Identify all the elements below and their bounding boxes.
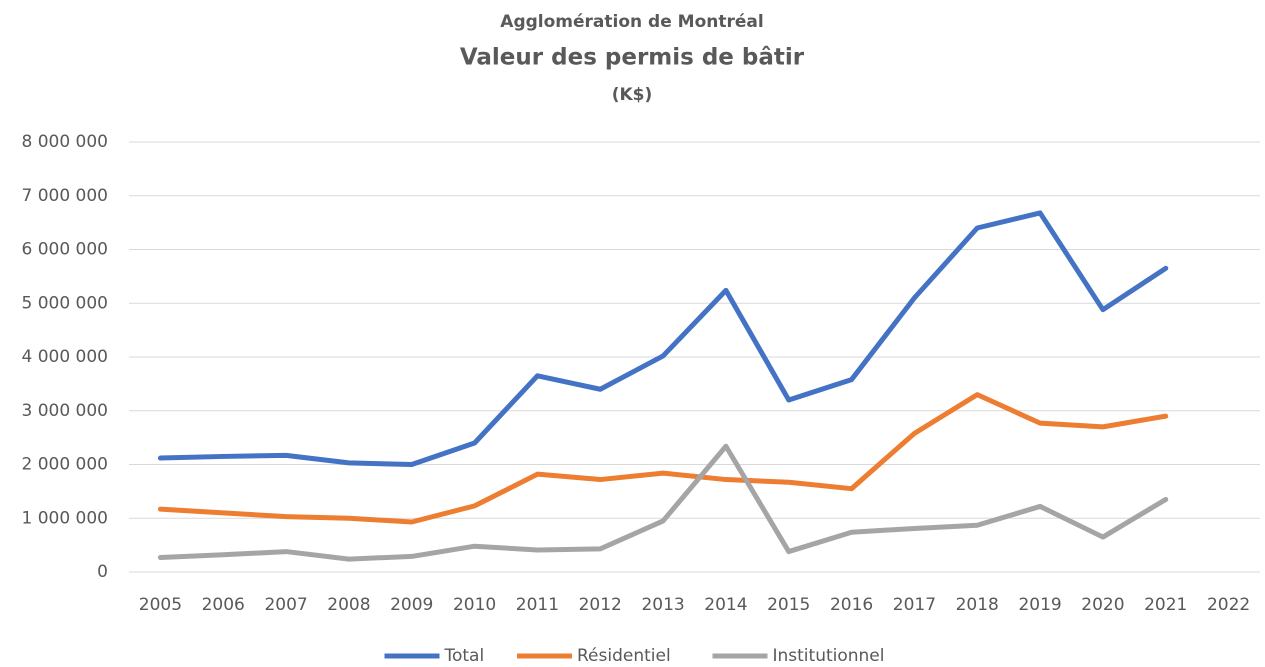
y-tick-label: 4 000 000 bbox=[21, 347, 108, 367]
line-series bbox=[157, 210, 1169, 467]
x-tick-label: 2017 bbox=[893, 595, 936, 615]
y-tick-label: 0 bbox=[97, 562, 108, 582]
legend-label: Total bbox=[444, 646, 485, 666]
y-tick-label: 2 000 000 bbox=[21, 455, 108, 475]
y-tick-label: 5 000 000 bbox=[21, 293, 108, 313]
x-tick-label: 2014 bbox=[704, 595, 747, 615]
x-tick-label: 2012 bbox=[579, 595, 622, 615]
line-series bbox=[157, 443, 1169, 562]
y-tick-label: 6 000 000 bbox=[21, 240, 108, 260]
x-tick-label: 2007 bbox=[264, 595, 307, 615]
x-tick-label: 2022 bbox=[1207, 595, 1250, 615]
x-tick-label: 2021 bbox=[1144, 595, 1187, 615]
x-tick-label: 2006 bbox=[202, 595, 245, 615]
x-tick-label: 2015 bbox=[767, 595, 810, 615]
legend-label: Résidentiel bbox=[577, 646, 671, 666]
x-tick-label: 2018 bbox=[956, 595, 999, 615]
y-tick-label: 3 000 000 bbox=[21, 401, 108, 421]
y-tick-label: 8 000 000 bbox=[21, 132, 108, 152]
x-tick-label: 2008 bbox=[327, 595, 370, 615]
y-tick-label: 7 000 000 bbox=[21, 186, 108, 206]
x-tick-label: 2016 bbox=[830, 595, 873, 615]
unit-label: (K$) bbox=[612, 85, 653, 105]
x-tick-label: 2010 bbox=[453, 595, 496, 615]
chart-title: Agglomération de Montréal bbox=[500, 12, 763, 32]
x-tick-label: 2020 bbox=[1081, 595, 1124, 615]
y-tick-label: 1 000 000 bbox=[21, 508, 108, 528]
line-series bbox=[157, 392, 1169, 525]
x-tick-label: 2019 bbox=[1018, 595, 1061, 615]
x-tick-label: 2011 bbox=[516, 595, 559, 615]
legend-label: Institutionnel bbox=[773, 646, 885, 666]
chart-subtitle: Valeur des permis de bâtir bbox=[460, 45, 805, 71]
x-tick-label: 2013 bbox=[641, 595, 684, 615]
x-tick-label: 2009 bbox=[390, 595, 433, 615]
x-tick-label: 2005 bbox=[139, 595, 182, 615]
